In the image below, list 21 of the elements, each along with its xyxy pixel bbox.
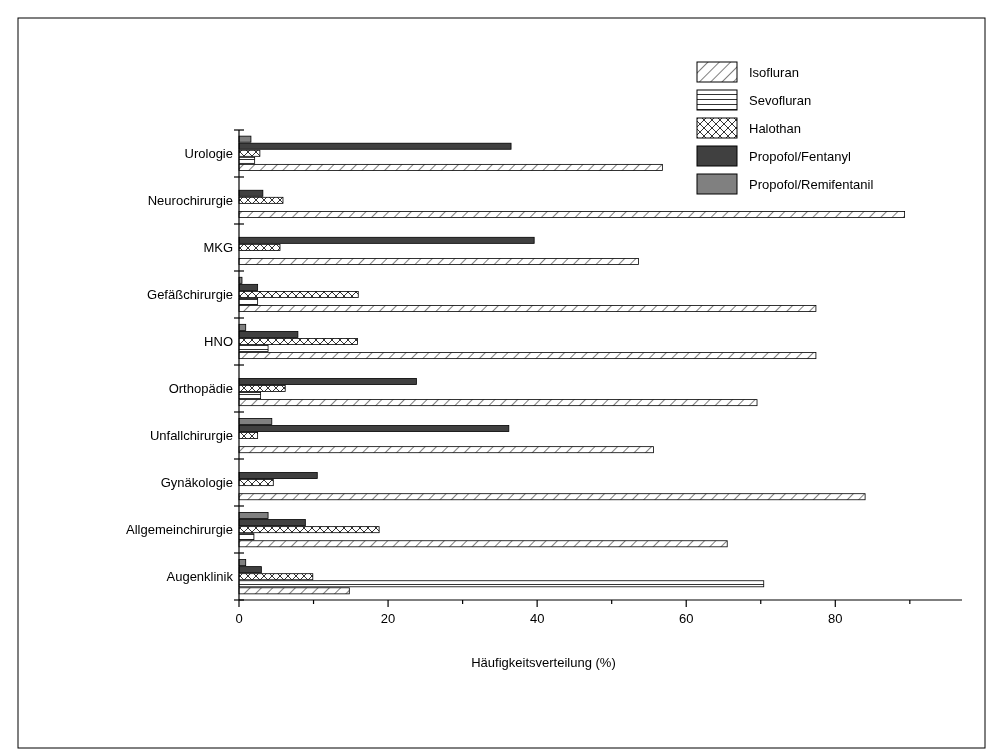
y-tick-label: MKG <box>203 239 233 255</box>
x-tick-label: 20 <box>380 611 396 626</box>
x-tick-label: 80 <box>828 611 843 626</box>
y-tick-label: Gefäßchirurgie <box>147 286 233 302</box>
y-tick-label: Augenklinik <box>166 569 234 585</box>
legend-label: Propofol/Fentanyl <box>749 149 851 164</box>
y-tick-label: Orthopädie <box>168 381 233 397</box>
legend-label: Sevofluran <box>749 93 812 108</box>
legend-label: Isofluran <box>749 65 799 80</box>
x-axis-title: Häufigkeitsverteilung (%) <box>471 655 616 670</box>
x-tick-label: 60 <box>678 611 694 626</box>
y-tick-label: Urologie <box>184 145 233 161</box>
y-tick-label: HNO <box>204 333 233 349</box>
legend-label: Halothan <box>749 121 802 136</box>
y-tick-label: Unfallchirurgie <box>149 428 233 444</box>
y-tick-label: Gynäkologie <box>160 475 233 491</box>
y-tick-label: Neurochirurgie <box>147 192 233 208</box>
x-tick-label: 40 <box>529 611 545 626</box>
legend-label: Propofol/Remifentanil <box>749 177 874 192</box>
x-tick-label: 0 <box>235 611 243 626</box>
y-tick-label: Allgemeinchirurgie <box>126 522 233 538</box>
